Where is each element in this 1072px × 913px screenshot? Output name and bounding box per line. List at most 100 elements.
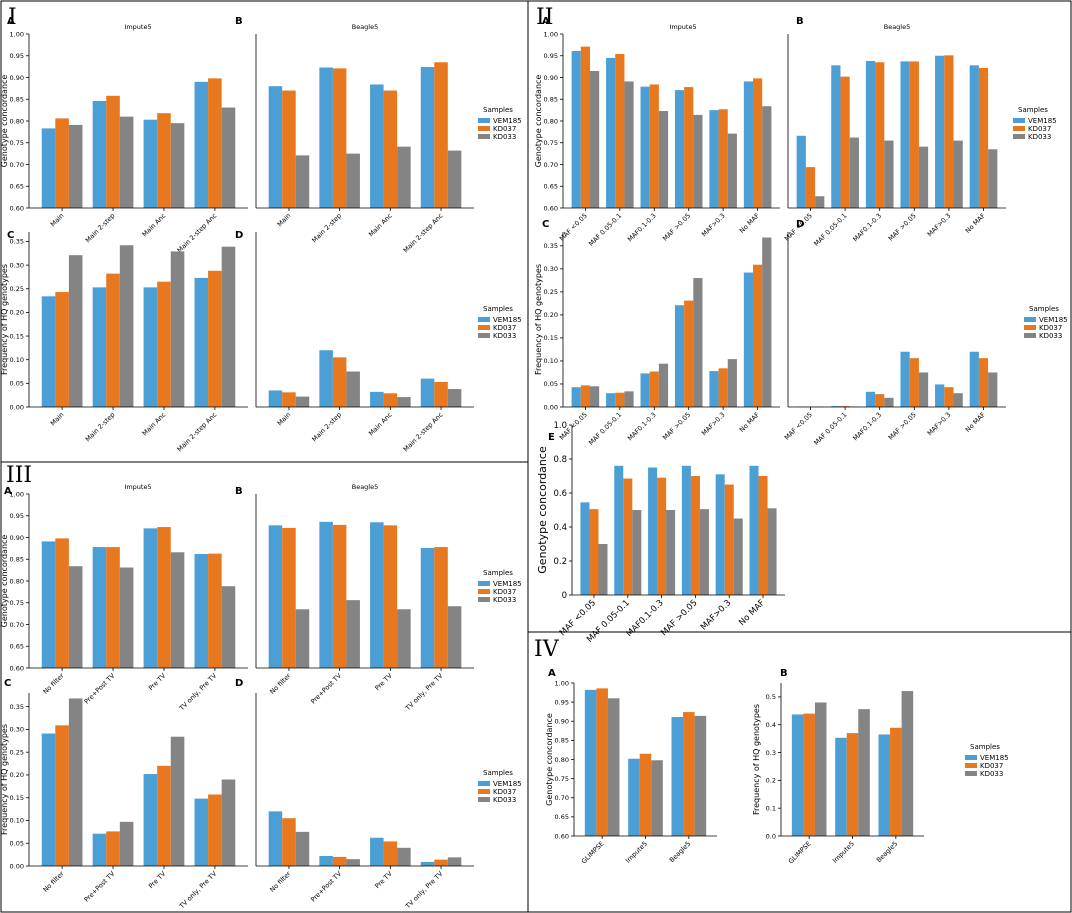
x-tick-label: Main 2-step	[310, 411, 343, 444]
y-tick-label: 0.0	[766, 832, 776, 840]
panel-iii-b: B Beagle5 No filter Pre+Post TV Pre TV TV onl…	[235, 483, 522, 713]
bar-vem185	[571, 50, 581, 208]
bar-kd033	[858, 709, 870, 836]
y-tick-label: 0.85	[555, 737, 569, 745]
bar-vem185	[319, 521, 333, 668]
bar-kd037	[623, 478, 633, 595]
y-tick-label: 0.75	[544, 139, 558, 147]
x-tick-label: Pre+Post TV	[83, 671, 117, 705]
panel-label: B	[780, 668, 788, 679]
bar-kd037	[580, 385, 590, 407]
bar-vem185	[92, 287, 107, 407]
bar-kd037	[846, 733, 859, 836]
legend-item: KD033	[493, 133, 516, 141]
bar-kd037	[208, 794, 222, 866]
bar-vem185	[319, 855, 333, 866]
y-axis-label: Genotype concordance	[0, 535, 9, 628]
y-tick-label: 0.80	[10, 117, 24, 125]
x-tick-label: Pre TV	[147, 671, 168, 692]
x-tick-label: MAF0.1-0.3	[851, 411, 883, 443]
x-tick-label: Pre TV	[373, 671, 394, 692]
bar-kd037	[840, 76, 850, 208]
y-tick-label: 0.15	[544, 334, 558, 342]
bar-vem185	[709, 110, 719, 208]
y-tick-label: 0.60	[10, 664, 24, 672]
bar-kd033	[884, 140, 894, 208]
y-tick-label: 0.80	[555, 756, 569, 764]
legend-swatch-vem185	[478, 118, 490, 123]
x-tick-label: Main 2-step Anc	[402, 410, 445, 453]
legend-swatch-kd037	[1024, 325, 1036, 330]
bar-kd037	[718, 109, 728, 208]
bar-kd033	[918, 146, 929, 208]
bar-kd037	[753, 78, 763, 209]
bar-kd033	[447, 150, 462, 208]
x-tick-label: No MAF	[738, 212, 761, 235]
bar-kd033	[658, 111, 669, 208]
bar-vem185	[370, 391, 384, 407]
legend-item: KD037	[1039, 324, 1062, 332]
y-axis-label: Frequency of HQ genotypes	[534, 264, 543, 375]
y-tick-label: 0.30	[10, 726, 24, 734]
y-tick-label: 1.0	[553, 421, 567, 431]
bar-kd033	[68, 124, 83, 208]
bar-kd033	[693, 114, 703, 208]
x-tick-label: Pre+Post TV	[83, 869, 117, 903]
legend-item: KD037	[980, 762, 1003, 770]
panel-ii-a: A Impute5 0.60 0.65 0.70 0.75 0.80 0.85 0.90 0.95…	[534, 16, 780, 248]
bar-kd037	[332, 68, 347, 208]
bar-kd037	[683, 712, 695, 836]
bar-kd037	[282, 527, 296, 668]
bar-kd033	[694, 715, 707, 836]
legend-item: VEM185	[1028, 117, 1057, 125]
legend-swatch-kd033	[478, 333, 490, 338]
y-tick-label: 0.35	[10, 238, 24, 246]
y-axis-label: Frequency of HQ genotypes	[0, 724, 9, 835]
x-tick-label: GLIMPSE	[787, 840, 813, 866]
y-tick-label: 0.75	[10, 599, 24, 607]
y-tick-label: 0.2	[553, 557, 567, 567]
bar-kd037	[383, 90, 398, 208]
bar-kd037	[875, 394, 885, 407]
y-axis-label: Genotype concordance	[536, 446, 549, 574]
x-tick-label: MAF >0.05	[661, 212, 692, 243]
panel-label: B	[235, 486, 243, 497]
bar-kd037	[332, 357, 347, 407]
panel-label: B	[796, 16, 804, 27]
bar-kd037	[724, 484, 734, 595]
bar-kd037	[657, 477, 667, 595]
y-tick-label: 0.20	[544, 311, 558, 319]
x-tick-label: No MAF	[737, 598, 767, 628]
bar-vem185	[370, 522, 384, 668]
bar-vem185	[640, 373, 650, 407]
panel-label: B	[235, 16, 243, 27]
y-tick-label: 0.80	[544, 117, 558, 125]
legend-item: KD037	[493, 324, 516, 332]
bar-vem185	[92, 833, 107, 866]
y-tick-label: 0.5	[766, 693, 776, 701]
y-tick-label: 0.4	[766, 721, 776, 729]
y-tick-label: 0.25	[10, 285, 24, 293]
bar-vem185	[319, 67, 333, 209]
bar-vem185	[900, 351, 910, 407]
bar-kd033	[397, 847, 411, 866]
bar-kd033	[170, 123, 185, 208]
panel-label: A	[4, 486, 12, 497]
legend-swatch-vem185	[478, 317, 490, 322]
y-tick-label: 0.85	[10, 556, 24, 564]
bar-vem185	[571, 387, 581, 407]
bar-kd033	[221, 246, 236, 407]
bar-vem185	[628, 758, 640, 836]
bar-kd033	[397, 609, 411, 668]
bar-kd037	[718, 368, 728, 407]
y-tick-label: 0.10	[10, 356, 24, 364]
legend-swatch-kd037	[478, 325, 490, 330]
bar-vem185	[935, 55, 945, 208]
bar-vem185	[194, 277, 209, 407]
section-label: III	[6, 463, 32, 488]
legend-item: KD033	[493, 332, 516, 340]
y-tick-label: 0	[562, 591, 567, 601]
